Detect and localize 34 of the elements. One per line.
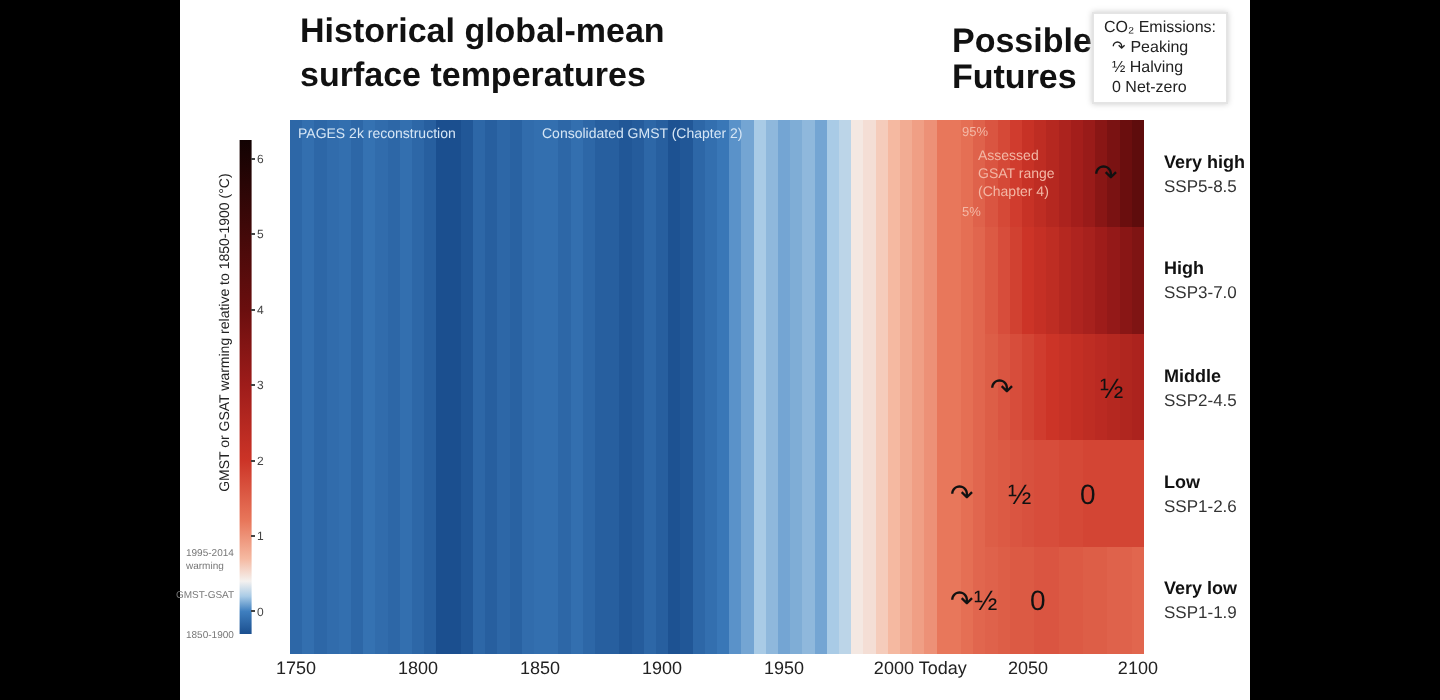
text: ½ Halving	[1110, 58, 1186, 78]
y2-tick-label: SSP3-7.0	[1164, 282, 1238, 302]
x-tick-label: 2050	[1008, 658, 1049, 678]
text: CO₂ Emissions:	[1104, 18, 1217, 38]
text: ↷ Peaking	[1110, 38, 1191, 58]
x-tick-label: 2000	[873, 658, 914, 678]
y-tick-label: Very high	[1164, 152, 1246, 172]
y-tick-label: Low	[1164, 472, 1202, 492]
y-tick-label: High	[1164, 258, 1204, 278]
x-tick-label: 1750	[276, 658, 317, 678]
x-tick-label: 1900	[642, 658, 683, 678]
annotation: 0	[1030, 584, 1046, 616]
y2-tick-label: SSP1-1.9	[1164, 602, 1238, 622]
annotation: ↷	[990, 372, 1014, 404]
annotation: ↷	[950, 478, 974, 510]
y-tick-label: Middle	[1164, 366, 1221, 386]
x-tick-label: 1850	[520, 658, 561, 678]
x-tick-label: 2100	[1117, 658, 1158, 678]
annotation: ½	[974, 584, 998, 616]
y2-tick-label: SSP2-4.5	[1164, 390, 1238, 410]
chart-title: Historical global-mean surface temperatures	[300, 12, 665, 95]
text: 0 Net-zero	[1110, 78, 1189, 98]
x-tick-label: Today	[918, 658, 968, 678]
y-tick-label: Very low	[1164, 578, 1240, 598]
annotation: 0	[1080, 478, 1096, 510]
y2-tick-label: SSP1-2.6	[1164, 496, 1238, 516]
y2-tick-label: SSP5-8.5	[1164, 176, 1238, 196]
x-tick-label: 1950	[764, 658, 805, 678]
text: Possible Futures	[952, 22, 1092, 96]
annotation: ↷	[1094, 158, 1118, 190]
annotation: ½	[1100, 372, 1124, 404]
annotation: ½	[1008, 478, 1032, 510]
annotation: ↷	[950, 584, 974, 616]
x-tick-label: 1800	[398, 658, 439, 678]
